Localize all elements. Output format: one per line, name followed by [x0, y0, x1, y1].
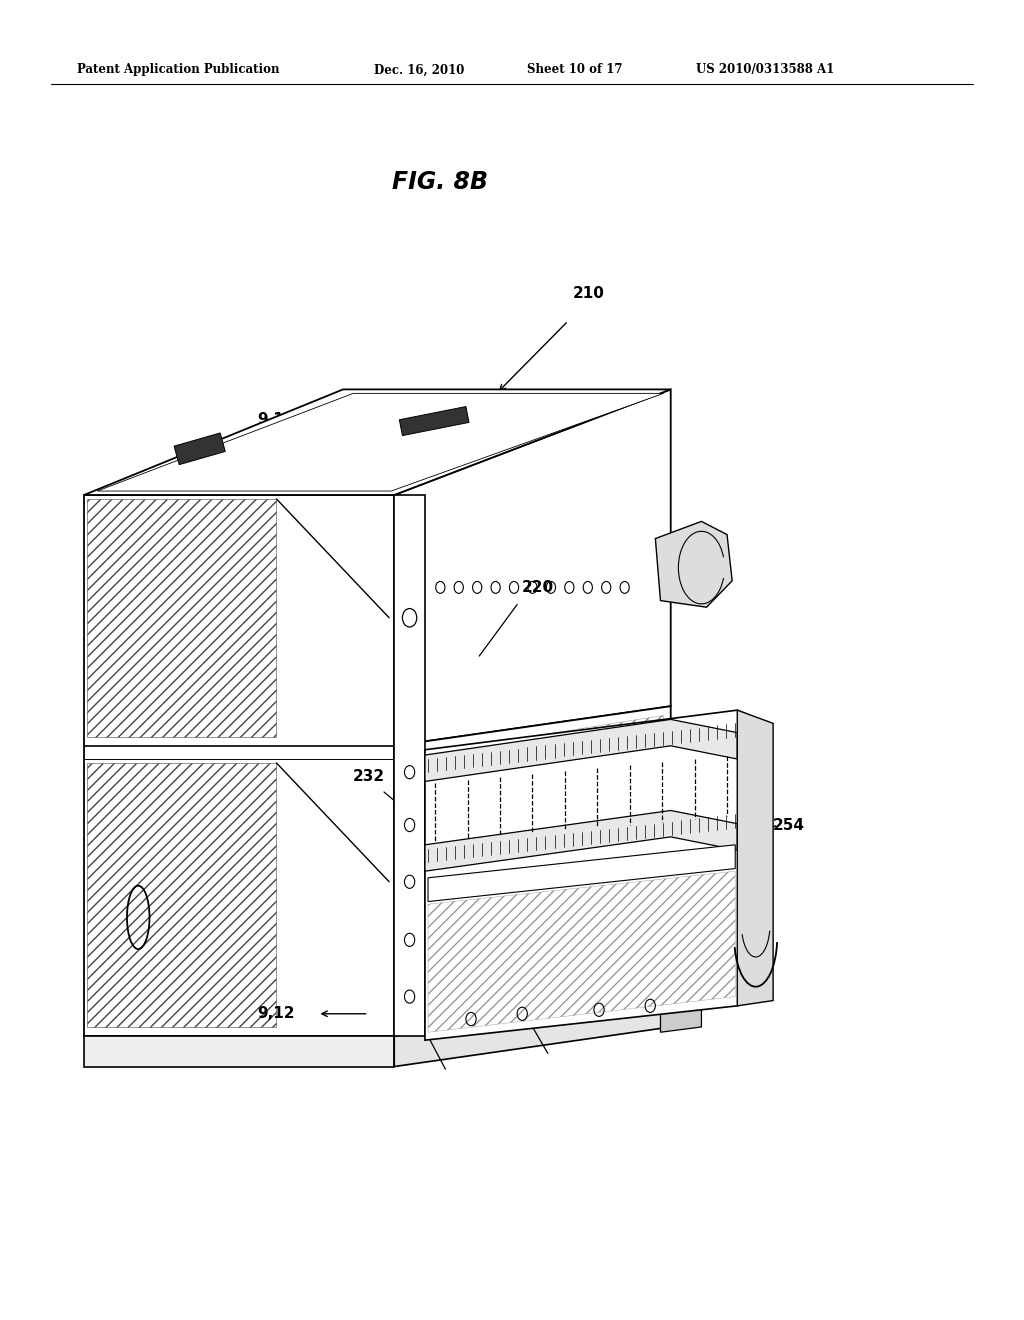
- Polygon shape: [737, 710, 773, 1006]
- Text: 210: 210: [572, 285, 605, 301]
- Polygon shape: [660, 997, 701, 1032]
- Polygon shape: [84, 1036, 394, 1067]
- Polygon shape: [394, 389, 671, 746]
- Polygon shape: [87, 763, 276, 1027]
- Text: FIG. 8B: FIG. 8B: [392, 170, 488, 194]
- Polygon shape: [428, 871, 735, 1032]
- Text: 232: 232: [352, 768, 385, 784]
- Polygon shape: [394, 997, 671, 1067]
- Polygon shape: [428, 845, 735, 902]
- Text: US 2010/0313588 A1: US 2010/0313588 A1: [696, 63, 835, 77]
- Text: 234: 234: [524, 979, 557, 995]
- Text: Sheet 10 of 17: Sheet 10 of 17: [527, 63, 623, 77]
- Text: 340: 340: [432, 979, 465, 995]
- Text: 220: 220: [521, 579, 554, 595]
- Polygon shape: [174, 433, 225, 465]
- Polygon shape: [425, 719, 737, 781]
- Text: 254: 254: [772, 817, 805, 833]
- Text: Patent Application Publication: Patent Application Publication: [77, 63, 280, 77]
- Polygon shape: [84, 389, 671, 495]
- Polygon shape: [425, 710, 768, 1040]
- Text: 9,12: 9,12: [258, 412, 295, 428]
- Polygon shape: [430, 715, 664, 1027]
- Polygon shape: [425, 810, 737, 871]
- Polygon shape: [97, 393, 664, 491]
- Text: Dec. 16, 2010: Dec. 16, 2010: [374, 63, 464, 77]
- Polygon shape: [87, 499, 276, 737]
- Polygon shape: [394, 706, 671, 1036]
- Polygon shape: [655, 521, 732, 607]
- Polygon shape: [399, 407, 469, 436]
- Text: 9,12: 9,12: [258, 1006, 295, 1022]
- Polygon shape: [394, 495, 425, 1036]
- Polygon shape: [84, 495, 394, 1036]
